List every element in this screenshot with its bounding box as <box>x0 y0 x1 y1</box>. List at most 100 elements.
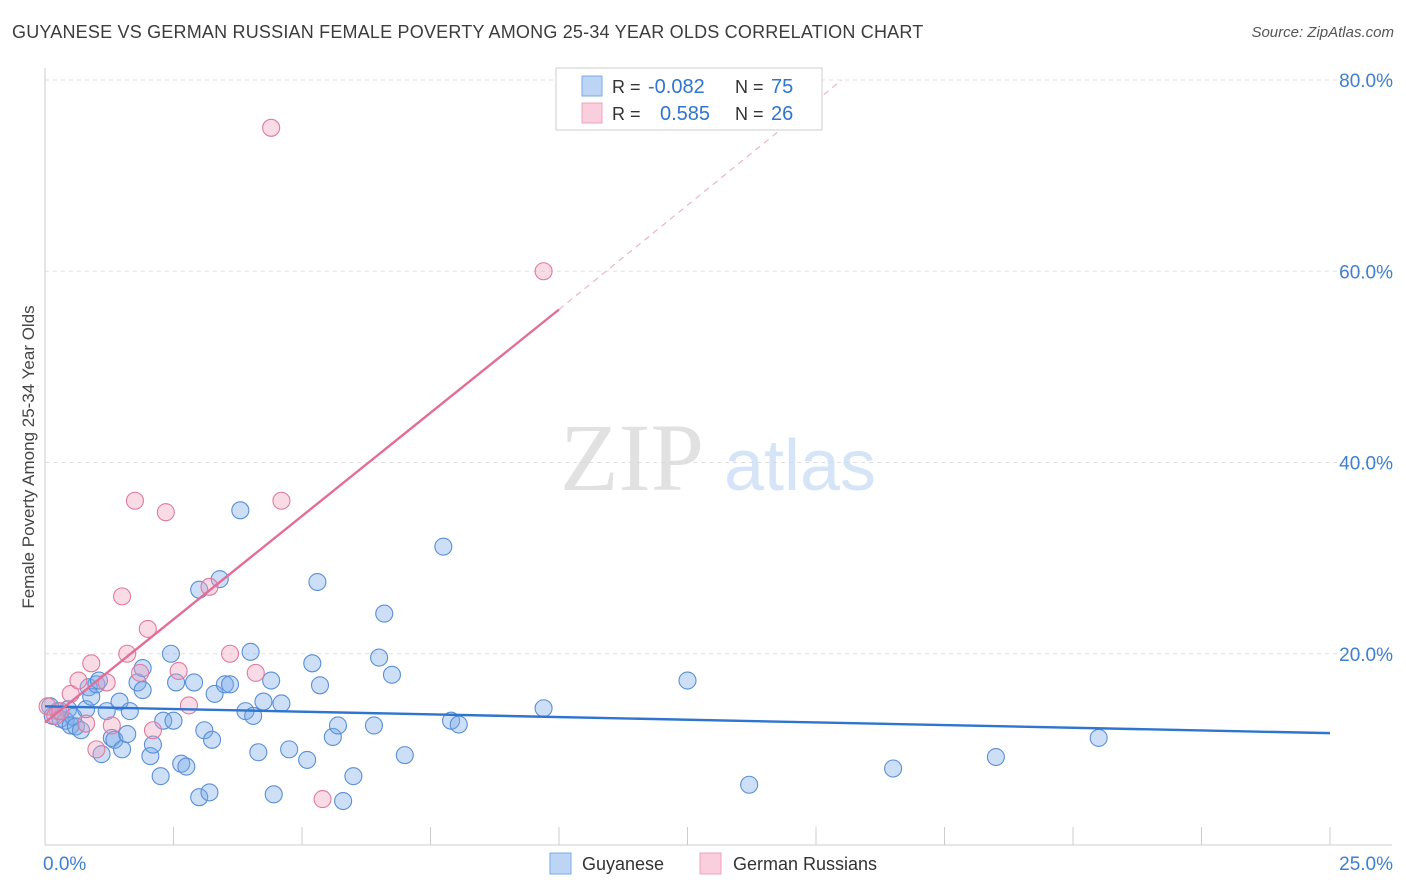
series-0-point-31 <box>164 711 183 730</box>
trend-line-series-1 <box>44 308 560 724</box>
series-0-point-60 <box>328 716 348 735</box>
trend-lines <box>44 79 1331 735</box>
series-1-point-23 <box>313 790 332 809</box>
trend-extension-series-1 <box>558 79 843 310</box>
watermark-atlas: atlas <box>724 426 876 506</box>
series-0-point-66 <box>382 665 402 684</box>
series-0-point-74 <box>884 759 903 778</box>
series-0-point-42 <box>210 570 229 589</box>
series-0-point-52 <box>264 785 283 804</box>
series-0-point-35 <box>185 673 204 692</box>
series-1-point-14 <box>143 721 162 740</box>
series-0-point-28 <box>151 767 170 786</box>
y-tick-label-0: 20.0% <box>1339 645 1393 666</box>
series-0-point-75 <box>986 747 1005 767</box>
bottom-legend-label-guyanese: Guyanese <box>582 854 664 874</box>
series-0-point-27 <box>143 735 162 754</box>
series-1-point-6 <box>82 654 101 673</box>
series-1-points <box>38 118 553 809</box>
series-0-point-63 <box>364 716 384 735</box>
series-0-point-62 <box>344 767 363 786</box>
bottom-legend-swatch-guyanese <box>549 852 572 875</box>
series-1-point-15 <box>156 503 175 522</box>
series-0-point-51 <box>262 671 281 690</box>
series-0-point-24 <box>133 659 152 678</box>
series-0-point-68 <box>434 537 453 556</box>
legend-n-label-1: N = <box>735 77 764 97</box>
y-axis-label: Female Poverty Among 25-34 Year Olds <box>19 305 38 608</box>
x-tick-labels: 0.0% 25.0% <box>43 854 1393 875</box>
series-1-point-25 <box>131 663 150 682</box>
x-tick-label-1: 25.0% <box>1339 854 1393 875</box>
series-1-point-7 <box>87 740 106 759</box>
axes <box>44 68 1392 846</box>
series-0-point-65 <box>375 604 394 623</box>
series-0-point-34 <box>177 757 196 776</box>
legend-n-label-2: N = <box>735 104 764 124</box>
legend-n-value-2: 26 <box>771 103 793 125</box>
series-1-point-12 <box>125 491 144 510</box>
series-0-point-47 <box>241 642 260 661</box>
series-0-point-45 <box>231 501 250 520</box>
series-0-point-15 <box>92 745 111 764</box>
series-0-point-61 <box>334 791 353 811</box>
series-0-point-39 <box>200 783 219 802</box>
series-1-point-24 <box>534 262 553 281</box>
series-0-point-53 <box>272 694 291 713</box>
series-0-point-21 <box>118 725 137 744</box>
series-0-point-37 <box>190 788 209 807</box>
legend-r-label-2: R = <box>612 104 641 124</box>
series-1-point-9 <box>102 716 121 735</box>
series-0-point-17 <box>102 728 121 747</box>
series-0-point-59 <box>323 727 342 746</box>
series-0-point-44 <box>220 675 240 694</box>
x-tick-label-0: 0.0% <box>43 854 86 875</box>
series-0-point-32 <box>167 673 186 692</box>
watermark: ZIP atlas <box>560 404 876 511</box>
y-tick-label-3: 80.0% <box>1339 71 1393 92</box>
legend-swatch-guyanese <box>581 75 603 97</box>
series-0-point-49 <box>249 743 268 762</box>
series-0-point-70 <box>449 715 468 734</box>
bottom-legend: Guyanese German Russians <box>549 852 877 875</box>
series-1-point-21 <box>262 118 281 137</box>
legend-r-value-1: -0.082 <box>648 76 705 98</box>
series-1-point-13 <box>138 619 157 638</box>
bottom-legend-label-german-russians: German Russians <box>733 854 877 874</box>
legend-n-value-1: 75 <box>771 76 793 98</box>
series-1-point-17 <box>179 696 198 715</box>
chart-title: GUYANESE VS GERMAN RUSSIAN FEMALE POVERT… <box>12 22 924 42</box>
legend-r-value-2: 0.585 <box>660 103 710 125</box>
series-1-point-11 <box>118 644 137 663</box>
grid-lines <box>45 79 1392 655</box>
series-0-points <box>41 501 1108 811</box>
y-tick-label-2: 60.0% <box>1339 262 1393 283</box>
series-0-point-64 <box>370 648 389 667</box>
series-0-point-20 <box>113 740 132 759</box>
series-0-point-58 <box>310 676 330 695</box>
series-0-point-73 <box>740 775 759 794</box>
series-0-point-33 <box>172 754 191 773</box>
series-0-point-71 <box>534 699 553 718</box>
series-1-point-4 <box>69 671 88 690</box>
series-0-point-43 <box>215 675 234 694</box>
legend-r-label-1: R = <box>612 77 641 97</box>
series-1-point-18 <box>200 577 219 596</box>
series-0-point-26 <box>141 747 160 766</box>
y-tick-labels: 20.0% 40.0% 60.0% 80.0% <box>1339 71 1393 666</box>
source-label: Source: ZipAtlas.com <box>1251 24 1394 41</box>
series-0-point-54 <box>280 740 299 759</box>
series-1-point-22 <box>272 491 291 510</box>
series-0-point-40 <box>203 730 222 749</box>
bottom-legend-swatch-german-russians <box>699 852 722 875</box>
data-points <box>38 118 1108 811</box>
series-0-point-76 <box>1089 728 1108 747</box>
trend-line-series-0 <box>44 705 1331 735</box>
legend-swatch-german-russians <box>581 102 603 124</box>
series-0-point-72 <box>678 671 697 690</box>
series-0-point-67 <box>395 746 414 765</box>
y-tick-label-1: 40.0% <box>1339 454 1393 475</box>
series-0-point-25 <box>133 681 152 700</box>
series-0-point-30 <box>161 644 180 663</box>
